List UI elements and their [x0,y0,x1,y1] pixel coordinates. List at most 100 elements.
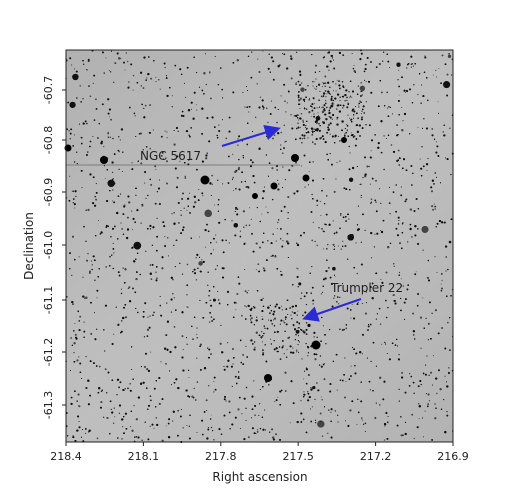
star [97,276,99,278]
star [145,250,147,252]
star [355,352,358,355]
star [197,199,200,201]
star [362,333,364,336]
star [159,88,161,90]
star [122,213,125,215]
star [412,65,414,67]
star [307,184,310,186]
star [321,189,323,192]
star [435,176,437,178]
star [189,211,191,214]
star [245,318,247,320]
star [85,240,87,243]
star [210,426,213,429]
star [122,426,124,428]
star [70,402,73,405]
star [76,359,79,362]
star-points [64,49,454,443]
star [231,178,234,180]
star [244,242,246,244]
star [94,312,96,314]
star [323,92,326,95]
star [358,102,360,105]
star [321,86,323,88]
star [112,242,114,244]
star [132,74,135,77]
star [120,332,122,334]
star [331,135,334,138]
star [257,58,259,60]
star [222,267,225,270]
star [135,436,138,438]
star [318,129,321,132]
star [185,96,187,98]
star [69,268,71,270]
star [296,242,298,244]
star [401,222,404,225]
star [322,112,324,114]
star [318,106,320,108]
star [248,224,251,226]
star [161,267,164,270]
star [351,121,353,123]
star [222,183,224,185]
star [97,137,99,139]
star [131,168,134,170]
star [281,305,283,307]
star [434,172,436,174]
star [190,101,193,104]
star [375,210,378,213]
star [336,301,338,303]
star [242,210,245,213]
star [447,268,449,271]
star [206,117,209,119]
star [70,370,72,372]
star [217,203,219,206]
star [307,391,309,393]
star [398,85,400,88]
star [282,239,284,241]
star [167,422,170,425]
star [220,67,222,69]
star [236,292,239,296]
star [313,131,315,132]
star [210,304,213,307]
star [346,130,348,132]
star [327,158,330,161]
star [347,258,349,260]
star [171,106,173,108]
star [318,114,320,116]
star [313,336,315,338]
star [409,223,412,226]
star [448,367,450,369]
star [402,120,404,122]
star [344,94,347,97]
star [420,347,422,349]
star [265,360,268,363]
star [262,190,265,193]
star [169,370,171,372]
star [306,355,309,357]
star [310,408,312,410]
star [396,424,399,427]
star [330,420,332,422]
star [435,377,438,380]
star [312,131,314,134]
star [320,365,323,368]
star [177,387,180,390]
star [419,380,422,382]
star [112,267,114,270]
star [251,232,253,235]
star [357,85,360,87]
star [368,80,370,83]
star [230,365,233,368]
star [255,331,258,334]
star [440,289,443,292]
star [201,107,204,110]
star [195,279,198,281]
star [434,208,436,210]
star [279,227,282,230]
star [422,95,425,98]
star [137,436,140,439]
star [317,389,320,392]
